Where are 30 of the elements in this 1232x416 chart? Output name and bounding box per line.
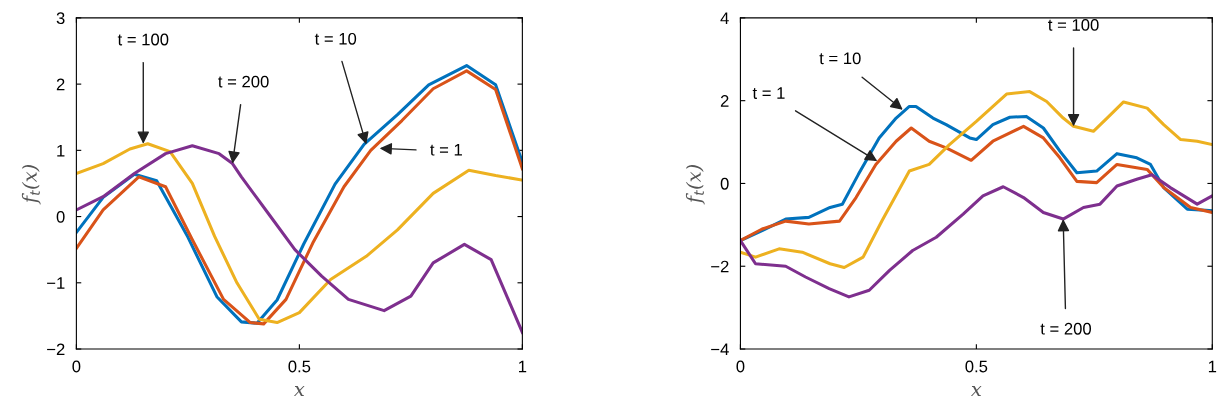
annotation: t = 10 [314, 32, 357, 45]
y-tick-label: −4 [711, 343, 729, 356]
annotation: t = 1 [752, 87, 785, 99]
y-tick-label: −1 [47, 277, 65, 289]
annotation: t = 1 [430, 143, 462, 156]
x-tick-label: 1 [1208, 360, 1217, 373]
x-tick-label: 0.5 [965, 360, 988, 373]
line-series [740, 173, 1213, 299]
y-tick-label: 3 [56, 12, 65, 25]
x-tick-label: 1 [519, 360, 527, 373]
y-axis-title: f$_{t}$(x) [685, 165, 705, 205]
annotation: t = 10 [819, 52, 861, 65]
y-tick-label: −2 [47, 343, 65, 356]
annotation: t = 200 [218, 75, 269, 88]
y-tick-label: 2 [56, 78, 65, 91]
x-axis-title: x [293, 385, 305, 396]
annotation: t = 200 [1040, 322, 1092, 335]
annotation: t = 100 [1048, 19, 1099, 31]
y-tick-label: 1 [57, 144, 65, 157]
y-tick-label: −2 [711, 260, 729, 273]
annotation: t = 100 [117, 33, 169, 46]
y-tick-label: 4 [720, 12, 729, 24]
y-tick-label: 0 [720, 177, 729, 190]
y-axis-title: f$_{t}$(x) [21, 165, 41, 205]
x-tick-label: 0.5 [288, 360, 311, 373]
x-tick-label: 0 [72, 360, 81, 373]
y-tick-label: 2 [720, 95, 729, 107]
y-tick-label: 0 [56, 210, 65, 223]
x-tick-label: 0 [736, 360, 745, 373]
x-axis-title: x [970, 385, 982, 396]
